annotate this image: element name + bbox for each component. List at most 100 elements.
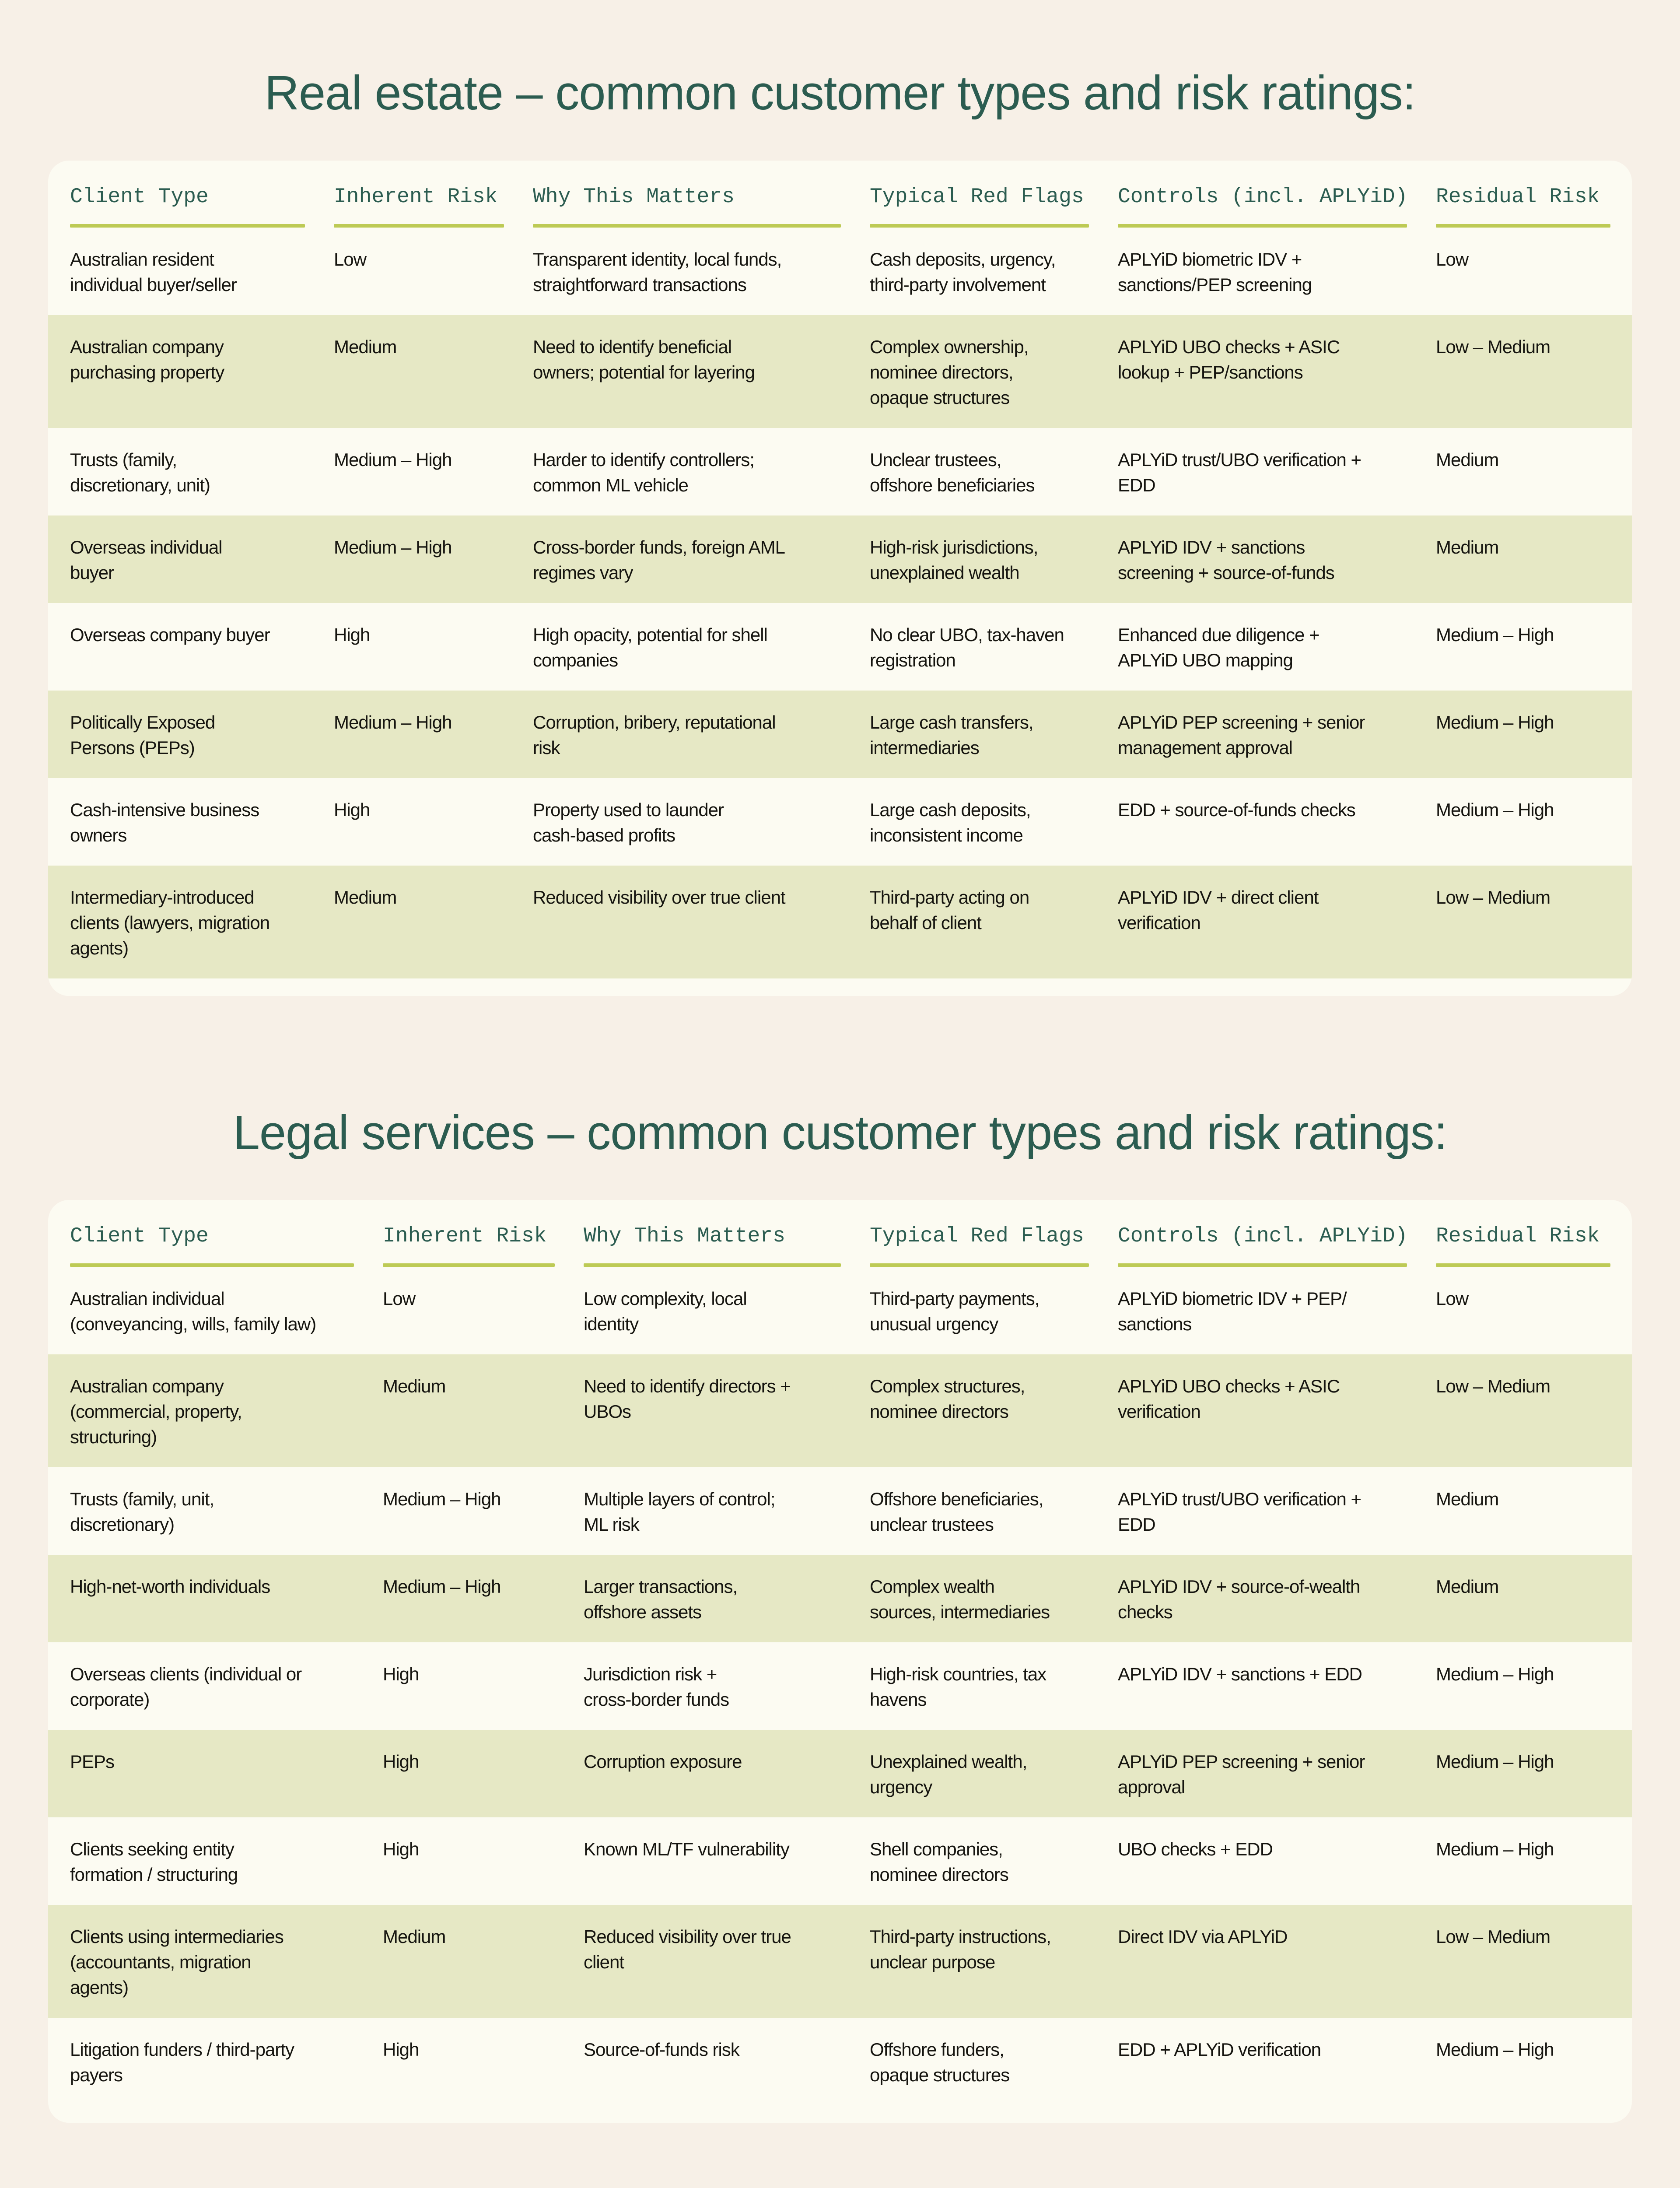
header-underline [70, 1263, 354, 1267]
column-header-label: Client Type [70, 185, 209, 209]
cell-client-type: Australian company (commercial, property… [70, 1376, 242, 1447]
column-header-label: Residual Risk [1436, 1224, 1600, 1248]
risk-table-card-legal-services: Client Type Inherent Risk Why This Matters… [48, 1200, 1632, 2123]
cell-typical-red-flags: Complex structures, nominee directors [870, 1376, 1025, 1422]
cell-inherent-risk: High [334, 799, 370, 820]
cell-controls: APLYiD PEP screening + senior approval [1118, 1751, 1365, 1797]
table-body: Australian individual (conveyancing, wil… [48, 1267, 1632, 2105]
cell-why-this-matters: Harder to identify controllers; common M… [533, 449, 755, 495]
cell-client-type: PEPs [70, 1751, 115, 1772]
column-header-label: Residual Risk [1436, 185, 1600, 209]
cell-controls: APLYiD biometric IDV + PEP/ sanctions [1118, 1288, 1347, 1334]
cell-client-type: Overseas company buyer [70, 624, 270, 645]
cell-residual-risk: Medium [1436, 1576, 1499, 1597]
cell-client-type: Trusts (family, unit, discretionary) [70, 1489, 214, 1535]
cell-typical-red-flags: Cash deposits, urgency, third-party invo… [870, 249, 1056, 295]
cell-residual-risk: Low – Medium [1436, 1376, 1550, 1396]
cell-inherent-risk: Medium [383, 1926, 446, 1947]
cell-why-this-matters: Need to identify directors + UBOs [584, 1376, 791, 1422]
cell-typical-red-flags: Third-party acting on behalf of client [870, 887, 1029, 933]
header-underline [870, 1263, 1089, 1267]
header-underline [533, 224, 841, 228]
header-underline [1118, 224, 1407, 228]
column-header-label: Controls (incl. APLYiD) [1118, 185, 1408, 209]
table-body: Australian resident individual buyer/sel… [48, 228, 1632, 978]
cell-why-this-matters: Cross-border funds, foreign AML regimes … [533, 536, 785, 583]
cell-controls: Enhanced due diligence + APLYiD UBO mapp… [1118, 624, 1320, 670]
column-header-why-this-matters: Why This Matters [584, 1224, 841, 1267]
cell-controls: APLYiD IDV + direct client verification [1118, 887, 1319, 933]
table-row: Overseas individual buyer Medium – High Cr… [48, 515, 1632, 603]
cell-client-type: Australian company purchasing property [70, 336, 224, 382]
header-underline [870, 224, 1089, 228]
cell-client-type: Australian resident individual buyer/sel… [70, 249, 237, 295]
column-header-inherent-risk: Inherent Risk [383, 1224, 555, 1267]
cell-client-type: Overseas clients (individual or corporat… [70, 1664, 302, 1710]
cell-inherent-risk: Low [383, 1288, 416, 1309]
cell-why-this-matters: Multiple layers of control; ML risk [584, 1489, 776, 1535]
column-header-label: Inherent Risk [334, 185, 498, 209]
table-row: High-net-worth individuals Medium – High L… [48, 1555, 1632, 1642]
column-header-why-this-matters: Why This Matters [533, 185, 841, 228]
cell-why-this-matters: Transparent identity, local funds, strai… [533, 249, 782, 295]
cell-residual-risk: Medium [1436, 536, 1499, 558]
cell-client-type: High-net-worth individuals [70, 1576, 270, 1597]
cell-typical-red-flags: Offshore funders, opaque structures [870, 2039, 1010, 2085]
cell-client-type: Australian individual (conveyancing, wil… [70, 1288, 316, 1334]
column-header-label: Why This Matters [533, 185, 735, 209]
cell-why-this-matters: Corruption exposure [584, 1751, 742, 1772]
cell-controls: EDD + APLYiD verification [1118, 2039, 1321, 2060]
column-header-typical-red-flags: Typical Red Flags [870, 185, 1089, 228]
cell-controls: Direct IDV via APLYiD [1118, 1926, 1288, 1947]
cell-why-this-matters: Reduced visibility over true client [533, 887, 786, 908]
table-row: Overseas clients (individual or corporat… [48, 1642, 1632, 1730]
cell-inherent-risk: Medium – High [334, 536, 452, 558]
column-header-label: Client Type [70, 1224, 209, 1248]
column-header-inherent-risk: Inherent Risk [334, 185, 504, 228]
cell-inherent-risk: Medium [383, 1376, 446, 1396]
legal-services-risk-section: Legal services – common customer types a… [0, 1105, 1680, 2123]
cell-typical-red-flags: Unclear trustees, offshore beneficiaries [870, 449, 1035, 495]
cell-client-type: Clients using intermediaries (accountant… [70, 1926, 284, 1998]
cell-controls: APLYiD PEP screening + senior management… [1118, 712, 1365, 758]
cell-residual-risk: Low [1436, 249, 1469, 270]
cell-typical-red-flags: Unexplained wealth, urgency [870, 1751, 1027, 1797]
cell-why-this-matters: Larger transactions, offshore assets [584, 1576, 738, 1622]
cell-controls: APLYiD biometric IDV + sanctions/PEP scr… [1118, 249, 1312, 295]
page: Real estate – common customer types and … [0, 66, 1680, 2123]
cell-controls: APLYiD UBO checks + ASIC lookup + PEP/sa… [1118, 336, 1340, 382]
table-row: Australian individual (conveyancing, wil… [48, 1267, 1632, 1354]
column-header-controls: Controls (incl. APLYiD) [1118, 1224, 1408, 1267]
cell-residual-risk: Medium – High [1436, 799, 1554, 820]
cell-residual-risk: Medium – High [1436, 1839, 1554, 1859]
cell-inherent-risk: Medium [334, 887, 397, 908]
cell-controls: APLYiD IDV + sanctions screening + sourc… [1118, 536, 1335, 583]
cell-client-type: Overseas individual buyer [70, 536, 223, 583]
cell-controls: APLYiD trust/UBO verification + EDD [1118, 449, 1362, 495]
header-underline [383, 1263, 555, 1267]
risk-table-card-real-estate: Client Type Inherent Risk Why This Matters… [48, 160, 1632, 996]
cell-inherent-risk: Medium – High [383, 1576, 501, 1597]
column-header-label: Typical Red Flags [870, 1224, 1084, 1248]
cell-residual-risk: Medium – High [1436, 2039, 1554, 2060]
cell-residual-risk: Medium – High [1436, 1751, 1554, 1772]
cell-inherent-risk: Medium – High [383, 1489, 501, 1509]
cell-why-this-matters: Reduced visibility over true client [584, 1926, 791, 1972]
cell-inherent-risk: High [383, 2039, 419, 2060]
cell-typical-red-flags: Complex ownership, nominee directors, op… [870, 336, 1029, 408]
cell-residual-risk: Low – Medium [1436, 336, 1550, 357]
cell-inherent-risk: High [334, 624, 370, 645]
cell-inherent-risk: Medium – High [334, 449, 452, 470]
cell-typical-red-flags: Third-party instructions, unclear purpos… [870, 1926, 1051, 1972]
cell-typical-red-flags: Offshore beneficiaries, unclear trustees [870, 1489, 1043, 1535]
section-title-legal-services: Legal services – common customer types a… [233, 1105, 1448, 1160]
cell-residual-risk: Medium [1436, 449, 1499, 470]
table-row: Clients using intermediaries (accountant… [48, 1905, 1632, 2018]
column-header-residual-risk: Residual Risk [1436, 185, 1610, 228]
column-header-client-type: Client Type [70, 185, 305, 228]
cell-inherent-risk: Low [334, 249, 367, 270]
cell-client-type: Litigation funders / third-party payers [70, 2039, 294, 2085]
cell-typical-red-flags: Large cash transfers, intermediaries [870, 712, 1034, 758]
table-row: Politically Exposed Persons (PEPs) Medium… [48, 690, 1632, 778]
table-row: Clients seeking entity formation / struc… [48, 1817, 1632, 1905]
